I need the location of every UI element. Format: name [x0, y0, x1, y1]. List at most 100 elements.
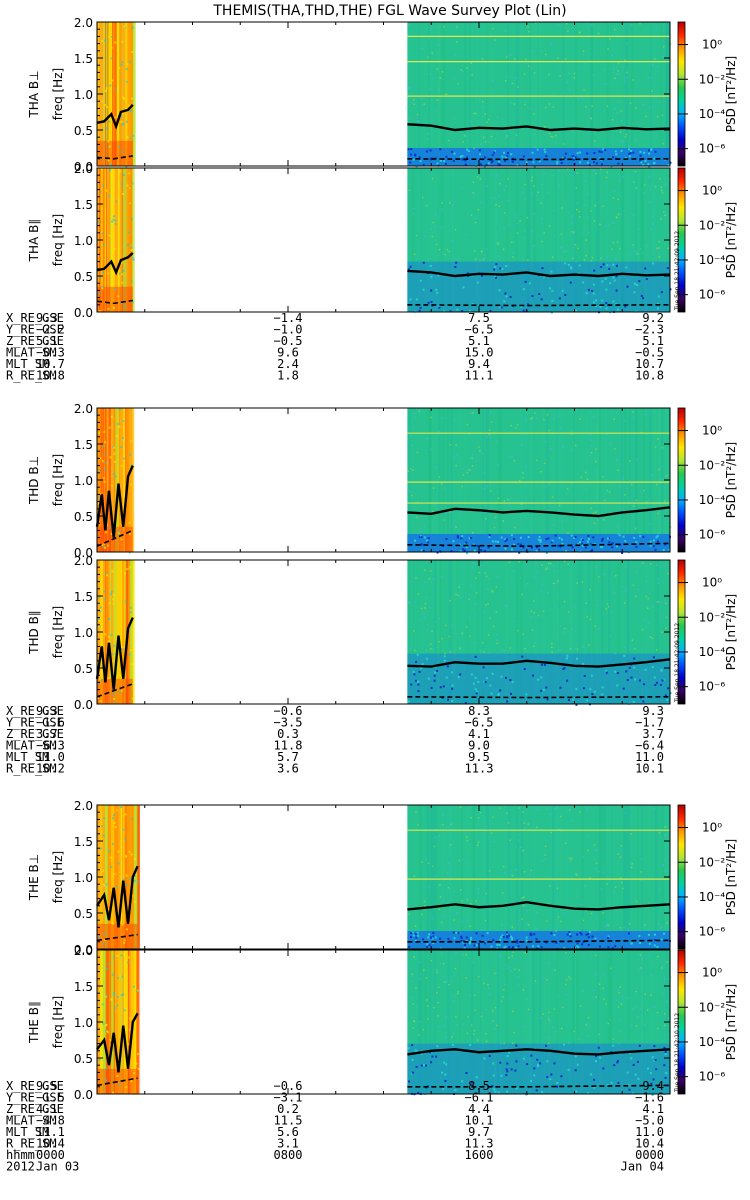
spectrogram-speck: [532, 161, 535, 164]
spectrogram-streak: [433, 805, 436, 949]
spectrogram-speck: [504, 292, 507, 295]
spectrogram-speck: [103, 430, 106, 433]
spectrogram-speck: [418, 309, 421, 312]
spectrogram-speck: [102, 883, 105, 886]
spectrogram-speck: [416, 113, 419, 116]
spectrogram-streak: [611, 22, 613, 166]
spectrogram-speck: [126, 184, 129, 187]
spectrogram-speck: [552, 496, 554, 498]
spectrogram-speck: [664, 978, 666, 980]
spectrogram-speck: [642, 164, 645, 167]
spectrogram-speck: [432, 221, 435, 224]
spectrogram-speck: [578, 264, 581, 267]
spectrogram-speck: [664, 1013, 666, 1015]
spectrogram-speck: [540, 676, 543, 679]
spectrogram-speck: [566, 679, 569, 682]
spectrogram-speck: [533, 645, 535, 648]
spectrogram-speck: [477, 208, 480, 211]
spectrogram-speck: [499, 1061, 502, 1064]
spectrogram-speck: [636, 570, 638, 573]
spectrogram-speck: [568, 72, 570, 74]
spectrogram-speck: [428, 37, 430, 39]
ephemeris-value: 10.8: [36, 369, 65, 383]
spectrogram-streak: [419, 805, 422, 949]
spectrogram-speck: [496, 642, 498, 645]
spectrogram-speck: [470, 537, 473, 540]
spectrogram-speck: [475, 577, 477, 580]
spectrogram-speck: [442, 899, 445, 901]
spectrogram-speck: [127, 104, 130, 107]
spectrogram-streak: [122, 168, 127, 312]
spectrogram-speck: [657, 295, 660, 298]
spectrogram-speck: [565, 983, 567, 986]
spectrogram-speck: [98, 678, 101, 681]
spectrogram-speck: [561, 289, 564, 292]
spectrogram-speck: [462, 1022, 465, 1025]
y-tick-label: 1.0: [74, 88, 93, 102]
spectrogram-speck: [416, 408, 418, 410]
spectrogram-speck: [431, 1055, 434, 1058]
spectrogram-speck: [604, 149, 607, 152]
spectrogram-speck: [424, 235, 426, 238]
spectrogram-speck: [630, 676, 633, 679]
spectrogram-speck: [637, 253, 639, 255]
spectrogram-speck: [659, 683, 662, 686]
y-tick-label: 0.5: [74, 510, 93, 524]
spectrogram-speck: [561, 157, 564, 160]
spectrogram-speck: [513, 968, 516, 971]
spectrogram-speck: [494, 516, 497, 519]
spectrogram-speck: [656, 116, 659, 118]
spectrogram-speck: [541, 584, 543, 587]
panel-ylabel: freq [Hz]: [51, 454, 65, 506]
spectrogram-speck: [594, 511, 597, 514]
spectrogram-streak: [125, 408, 128, 552]
spectrogram-streak: [447, 408, 450, 552]
spectrogram-speck: [572, 158, 575, 161]
spectrogram-streak: [473, 805, 477, 949]
spectrogram-speck: [640, 161, 643, 164]
spectrogram-speck: [560, 920, 562, 923]
spectrogram-streak: [625, 22, 628, 166]
spectrogram-speck: [547, 1042, 550, 1045]
spectrogram-speck: [457, 991, 459, 993]
spectrogram-speck: [427, 936, 430, 939]
spectrogram-speck: [483, 680, 486, 683]
spectrogram-speck: [620, 119, 623, 122]
spectrogram-speck: [616, 525, 619, 527]
spectrogram-streak: [562, 22, 565, 166]
spectrogram-speck: [98, 1059, 101, 1062]
spectrogram-speck: [602, 1067, 605, 1070]
spectrogram-speck: [526, 1063, 529, 1066]
spectrogram-speck: [435, 109, 438, 111]
spectrogram-speck: [495, 586, 498, 588]
spectrogram-speck: [120, 446, 123, 449]
spectrogram-speck: [561, 542, 564, 545]
spectrogram-speck: [126, 63, 129, 66]
spectrogram-speck: [440, 921, 443, 924]
spectrogram-speck: [530, 546, 533, 549]
spectrogram-speck: [516, 941, 519, 944]
spectrogram-speck: [410, 435, 412, 437]
y-tick-label: 1.0: [74, 871, 93, 885]
spectrogram-speck: [484, 572, 486, 574]
spectrogram-speck: [429, 606, 431, 609]
spectrogram-speck: [607, 955, 610, 958]
spectrogram-speck: [421, 515, 423, 518]
spectrogram-speck: [423, 525, 426, 528]
spectrogram-streak: [118, 168, 120, 312]
spectrogram-speck: [113, 247, 116, 250]
spectrogram-streak: [465, 805, 468, 949]
spectrogram-speck: [569, 978, 572, 980]
spectrogram-speck: [522, 1057, 525, 1060]
spectrogram-speck: [581, 232, 584, 235]
spectrogram-streak: [476, 168, 478, 312]
spectrogram-speck: [516, 424, 519, 426]
spectrogram-speck: [409, 647, 412, 650]
spectrogram-speck: [445, 676, 448, 679]
ephemeris-value: 8.3: [468, 704, 490, 718]
spectrogram-speck: [137, 1052, 140, 1055]
spectrogram-speck: [491, 589, 493, 592]
spectrogram-speck: [633, 250, 636, 252]
ephemeris-value: 9.0: [468, 739, 490, 753]
